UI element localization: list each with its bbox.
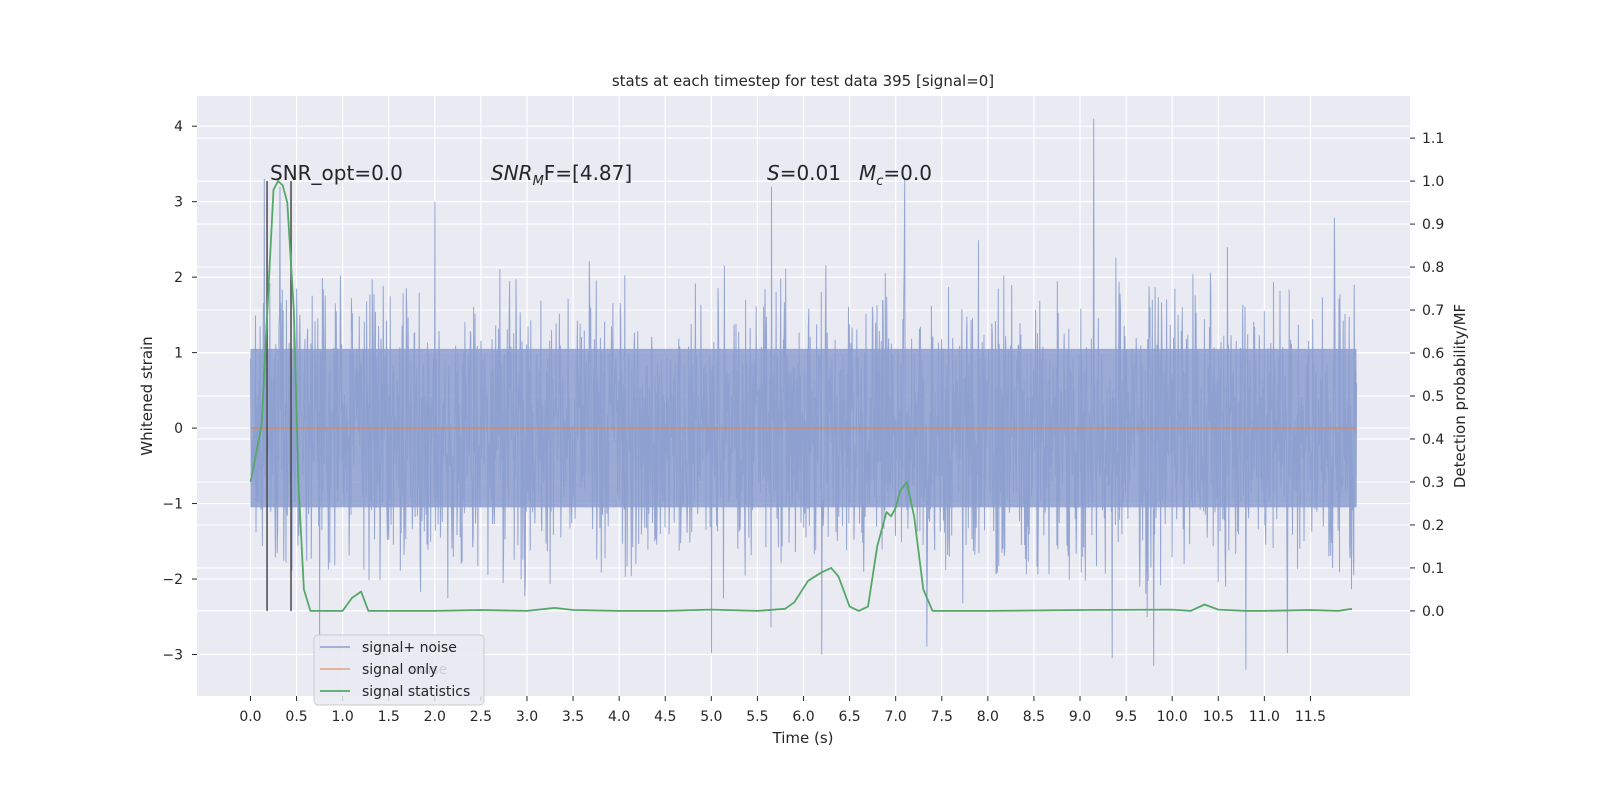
annotation-mc-sub: c	[876, 174, 883, 189]
y-left-tick-label: 0	[174, 421, 183, 437]
y-left-tick-label: 4	[174, 119, 183, 135]
legend-label-signal-only: signal only	[362, 662, 437, 678]
x-tick-label: 3.5	[562, 709, 584, 725]
annotation-snr-mf: SNRMF=[4.87]	[491, 161, 632, 189]
x-tick-label: 9.0	[1069, 709, 1091, 725]
x-tick-label: 7.5	[931, 709, 953, 725]
annotation-mc-rest: =0.0	[883, 161, 932, 185]
annotation-s-italic: S	[767, 161, 780, 185]
noise-line	[250, 118, 1357, 670]
series-signal-statistics	[249, 180, 1353, 612]
y-left-tick-label: 2	[174, 270, 183, 286]
y-left-tick-label: 1	[174, 346, 183, 362]
y-left-tick-label: −1	[162, 497, 183, 513]
annotation-s: S=0.01	[767, 161, 841, 185]
y-left-tick-label: −3	[162, 647, 183, 663]
y-right-tick-label: 0.7	[1422, 303, 1444, 319]
x-axis-label: Time (s)	[772, 729, 834, 747]
y-right-tick-label: 0.3	[1422, 475, 1444, 491]
y-right-tick-label: 0.1	[1422, 561, 1444, 577]
chart-title: stats at each timestep for test data 395…	[612, 72, 994, 90]
x-tick-label: 10.0	[1157, 709, 1188, 725]
y-axis-right-label: Detection probability/MF	[1451, 304, 1469, 488]
x-tick-label: 6.0	[792, 709, 814, 725]
y-right-tick-label: 0.4	[1422, 432, 1444, 448]
y-right-tick-label: 0.0	[1422, 604, 1444, 620]
y-axis-right-ticks: 0.0 0.1 0.2 0.3 0.4 0.5 0.6 0.7 0.8 0.9 1.0 1.1	[1410, 131, 1444, 620]
x-tick-label: 2.0	[424, 709, 446, 725]
annotation-snr-mf-italic: SNR	[491, 161, 533, 185]
y-right-tick-label: 1.1	[1422, 131, 1444, 147]
x-tick-label: 2.5	[470, 709, 492, 725]
y-right-tick-label: 0.5	[1422, 389, 1444, 405]
annotation-mc: Mc=0.0	[859, 161, 932, 189]
x-tick-label: 7.0	[885, 709, 907, 725]
y-left-tick-label: 3	[174, 195, 183, 211]
y-right-tick-label: 0.6	[1422, 346, 1444, 362]
y-right-tick-label: 0.9	[1422, 217, 1444, 233]
y-right-tick-label: 1.0	[1422, 174, 1444, 190]
signal-statistics-line	[249, 180, 1353, 612]
x-tick-label: 6.5	[838, 709, 860, 725]
x-tick-label: 1.5	[378, 709, 400, 725]
y-left-tick-label: −2	[162, 572, 183, 588]
x-tick-label: 10.5	[1203, 709, 1234, 725]
annotation-snr-opt: SNR_opt=0.0	[270, 161, 403, 185]
y-axis-left-ticks: −3 −2 −1 0 1 2 3 4	[162, 119, 197, 663]
x-tick-label: 9.5	[1115, 709, 1137, 725]
x-tick-label: 4.5	[654, 709, 676, 725]
annotation-s-rest: =0.01	[780, 161, 841, 185]
x-tick-label: 1.0	[332, 709, 354, 725]
x-tick-label: 5.0	[700, 709, 722, 725]
legend-ghost-text: noise	[410, 662, 447, 678]
x-tick-label: 5.5	[746, 709, 768, 725]
y-axis-left-label: Whitened strain	[138, 336, 156, 455]
x-tick-label: 0.5	[285, 709, 307, 725]
x-tick-label: 4.0	[608, 709, 630, 725]
y-right-tick-label: 0.2	[1422, 518, 1444, 534]
x-tick-label: 8.0	[977, 709, 999, 725]
annotation-mc-italic: M	[859, 161, 876, 185]
legend-box	[313, 634, 485, 706]
x-axis-ticks: 0.0 0.5 1.0 1.5 2.0 2.5 3.0 3.5 4.0 4.5 5.0 5.5 6.0 6…	[239, 696, 1326, 725]
legend: noise signal+ noise signal only signal s…	[313, 634, 485, 706]
annotation-snr-mf-rest: F=[4.87]	[544, 161, 632, 185]
x-tick-label: 11.5	[1295, 709, 1326, 725]
x-tick-label: 0.0	[239, 709, 261, 725]
legend-label-signal-statistics: signal statistics	[362, 684, 470, 700]
x-tick-label: 3.0	[516, 709, 538, 725]
x-tick-label: 8.5	[1023, 709, 1045, 725]
legend-label-signal-noise: signal+ noise	[362, 640, 457, 656]
y-right-tick-label: 0.8	[1422, 260, 1444, 276]
x-tick-label: 11.0	[1249, 709, 1280, 725]
annotation-snr-mf-sub: M	[533, 174, 544, 189]
